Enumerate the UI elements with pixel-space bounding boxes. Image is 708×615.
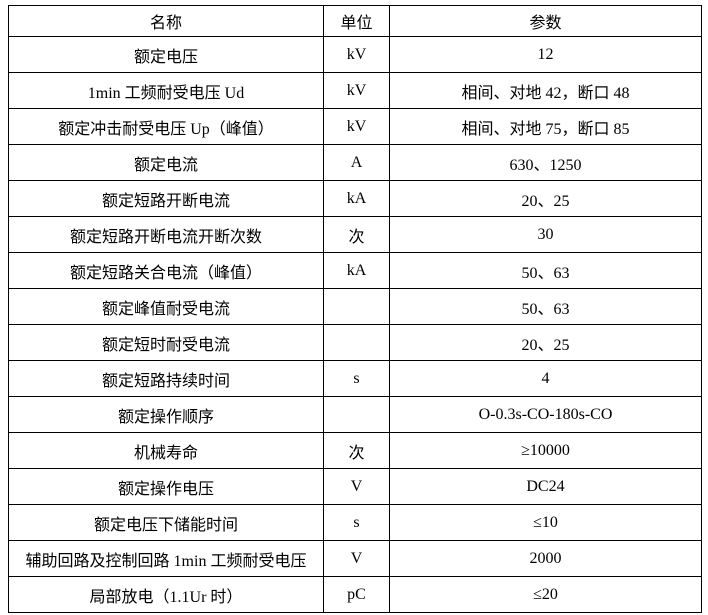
header-row: 名称 单位 参数 <box>8 5 702 37</box>
param-name-cell: 额定短路开断电流 <box>8 180 324 217</box>
table-row: 额定短路持续时间 s 4 <box>8 360 702 397</box>
table-row: 额定短路开断电流开断次数 次 30 <box>8 216 702 253</box>
param-name-cell: 额定操作电压 <box>8 468 324 505</box>
param-name-cell: 额定冲击耐受电压 Up（峰值） <box>8 108 324 145</box>
unit-cell: kA <box>323 252 390 289</box>
header-unit: 单位 <box>323 5 390 37</box>
param-name-cell: 辅助回路及控制回路 1min 工频耐受电压 <box>8 540 324 577</box>
param-name-cell: 1min 工频耐受电压 Ud <box>8 72 324 109</box>
value-cell: 50、63 <box>389 288 702 325</box>
table-row: 局部放电（1.1Ur 时） pC ≤20 <box>8 576 702 613</box>
unit-cell: kV <box>323 36 390 73</box>
param-name-cell: 额定短时耐受电流 <box>8 324 324 361</box>
param-name-cell: 额定电流 <box>8 144 324 181</box>
param-name-cell: 额定操作顺序 <box>8 396 324 433</box>
spec-table: 名称 单位 参数 额定电压 kV 12 1min 工频耐受电压 Ud kV 相间… <box>8 5 702 613</box>
value-cell: 4 <box>389 360 702 397</box>
table-row: 额定操作顺序 O-0.3s-CO-180s-CO <box>8 396 702 433</box>
unit-cell: 次 <box>323 216 390 253</box>
table-row: 额定短路开断电流 kA 20、25 <box>8 180 702 217</box>
table-row: 机械寿命 次 ≥10000 <box>8 432 702 469</box>
param-name-cell: 额定短路持续时间 <box>8 360 324 397</box>
value-cell: ≤20 <box>389 576 702 613</box>
unit-cell <box>323 324 390 361</box>
param-name-cell: 额定短路关合电流（峰值） <box>8 252 324 289</box>
unit-cell: s <box>323 360 390 397</box>
table-row: 额定操作电压 V DC24 <box>8 468 702 505</box>
value-cell: 20、25 <box>389 180 702 217</box>
unit-cell: A <box>323 144 390 181</box>
spec-table-header: 名称 单位 参数 <box>8 5 702 37</box>
value-cell: O-0.3s-CO-180s-CO <box>389 396 702 433</box>
unit-cell: V <box>323 540 390 577</box>
value-cell: DC24 <box>389 468 702 505</box>
value-cell: ≥10000 <box>389 432 702 469</box>
value-cell: 30 <box>389 216 702 253</box>
param-name-cell: 机械寿命 <box>8 432 324 469</box>
value-cell: 2000 <box>389 540 702 577</box>
unit-cell: kV <box>323 108 390 145</box>
param-name-cell: 额定电压 <box>8 36 324 73</box>
table-row: 额定电流 A 630、1250 <box>8 144 702 181</box>
unit-cell: s <box>323 504 390 541</box>
table-row: 额定短路关合电流（峰值） kA 50、63 <box>8 252 702 289</box>
value-cell: 630、1250 <box>389 144 702 181</box>
table-row: 额定电压 kV 12 <box>8 36 702 73</box>
value-cell: 50、63 <box>389 252 702 289</box>
param-name-cell: 局部放电（1.1Ur 时） <box>8 576 324 613</box>
table-row: 额定峰值耐受电流 50、63 <box>8 288 702 325</box>
unit-cell: V <box>323 468 390 505</box>
value-cell: 12 <box>389 36 702 73</box>
unit-cell: 次 <box>323 432 390 469</box>
header-name: 名称 <box>8 5 324 37</box>
value-cell: 20、25 <box>389 324 702 361</box>
table-row: 额定冲击耐受电压 Up（峰值） kV 相间、对地 75，断口 85 <box>8 108 702 145</box>
param-name-cell: 额定电压下储能时间 <box>8 504 324 541</box>
table-row: 额定电压下储能时间 s ≤10 <box>8 504 702 541</box>
value-cell: 相间、对地 75，断口 85 <box>389 108 702 145</box>
unit-cell: pC <box>323 576 390 613</box>
param-name-cell: 额定短路开断电流开断次数 <box>8 216 324 253</box>
unit-cell: kV <box>323 72 390 109</box>
table-row: 辅助回路及控制回路 1min 工频耐受电压 V 2000 <box>8 540 702 577</box>
unit-cell: kA <box>323 180 390 217</box>
spec-table-body: 额定电压 kV 12 1min 工频耐受电压 Ud kV 相间、对地 42，断口… <box>8 36 702 613</box>
value-cell: ≤10 <box>389 504 702 541</box>
param-name-cell: 额定峰值耐受电流 <box>8 288 324 325</box>
table-row: 额定短时耐受电流 20、25 <box>8 324 702 361</box>
unit-cell <box>323 288 390 325</box>
value-cell: 相间、对地 42，断口 48 <box>389 72 702 109</box>
table-row: 1min 工频耐受电压 Ud kV 相间、对地 42，断口 48 <box>8 72 702 109</box>
unit-cell <box>323 396 390 433</box>
header-value: 参数 <box>389 5 702 37</box>
